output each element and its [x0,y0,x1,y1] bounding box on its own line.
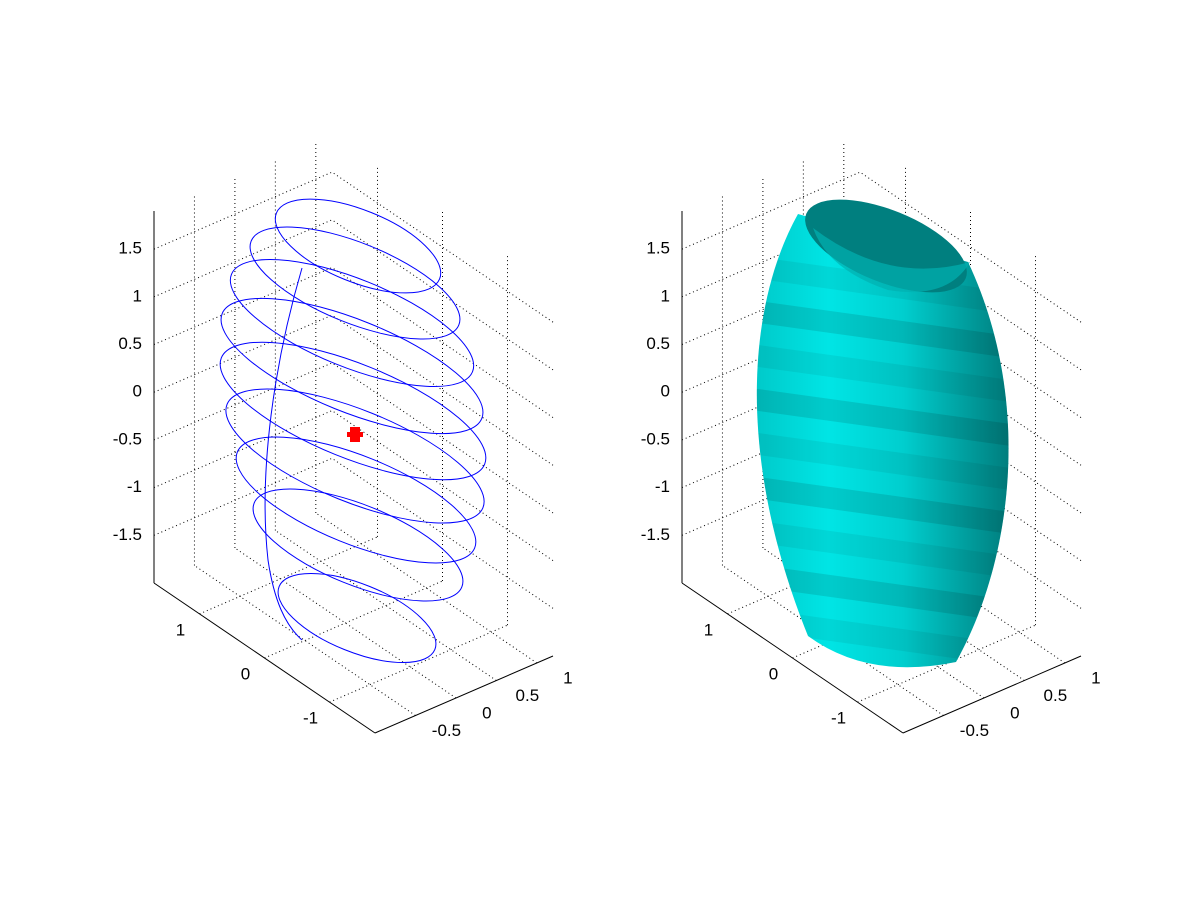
x-tick-label: 0.5 [516,686,540,705]
z-tick-label: -1.5 [113,525,142,544]
axes-3d: -1.5 -1 -0.5 0 0.5 1 1.5 -1 0 1 -0.5 0 0.5 1 [113,141,573,740]
grid-line [762,547,985,699]
seam-line [264,267,303,641]
grid-line [264,580,443,659]
ring [252,488,464,602]
grid-line [199,536,378,615]
grid-line [331,410,554,562]
grid-line [859,219,1082,371]
ring [225,388,485,524]
z-tick-label: 1.5 [118,239,142,258]
z-tick-label: -1.5 [641,525,670,544]
z-tick-label: -0.5 [113,429,142,448]
ring [249,226,461,340]
grid-line [331,171,554,323]
z-tick-label: 0.5 [118,334,142,353]
marker [347,427,363,442]
grid-line [859,362,1082,514]
grid-line [331,267,554,418]
grid-line [331,362,554,514]
grid-line [803,530,1025,681]
z-tick-label: 0 [661,382,670,401]
grid-line [153,457,333,536]
grid-line [859,171,1082,323]
grid-line [234,547,457,699]
y-tick-label: 0 [769,664,778,683]
surface-band [756,470,1009,542]
x-tick-label: 0 [482,703,491,722]
ring [274,198,442,294]
grid-line [859,457,1082,609]
surface-band [756,338,1009,410]
surface-band [756,294,1009,366]
z-tick-label: 0 [133,382,142,401]
z-tick-label: 1 [133,286,142,305]
grid-line [315,512,538,664]
surface-band [756,426,1009,498]
z-tick-label: -1 [655,477,670,496]
grid-line [153,410,333,489]
x-tick-label: 0.5 [1044,686,1068,705]
z-tick-label: 1.5 [646,239,670,258]
ring [220,297,484,435]
x-tick-label: -0.5 [960,721,989,740]
grid-line [859,314,1082,466]
grid-line [275,530,497,681]
ring [229,258,475,388]
y-axis [153,582,376,734]
surface-shade [756,214,1009,668]
grid-line [859,410,1082,562]
grid-line [681,171,861,250]
grid-line [153,219,333,298]
y-tick-label: 1 [176,620,185,639]
y-tick-label: -1 [303,709,318,728]
z-tick-label: 0.5 [646,334,670,353]
y-axis [681,582,904,734]
ring [277,572,437,664]
ring [235,436,477,564]
x-tick-label: 0 [1010,703,1019,722]
x-tick-label: 1 [563,668,572,687]
x-tick-label: -0.5 [432,721,461,740]
y-tick-label: 1 [704,620,713,639]
x-axis [374,655,554,734]
y-tick-label: -1 [831,709,846,728]
z-tick-label: -0.5 [641,429,670,448]
z-tick-label: -1 [127,477,142,496]
grid-line [722,565,944,716]
surface-inner [813,228,970,293]
grid-line [153,171,333,250]
grid-line [331,314,554,466]
grid-line [681,219,861,298]
grid-line [859,267,1082,418]
grid-line [331,457,554,609]
surface-band [756,514,1009,586]
grid-line [153,314,333,393]
grid-line [194,565,416,716]
grid-line [329,624,508,703]
surface-band [756,382,1009,454]
y-tick-label: 0 [241,664,250,683]
surface-band [756,558,1009,630]
x-tick-label: 1 [1091,668,1100,687]
grid-line [843,512,1066,664]
z-tick-label: 1 [661,286,670,305]
x-axis [902,655,1082,734]
grid-line [331,219,554,371]
grid-line [153,362,333,441]
ring [219,341,487,481]
